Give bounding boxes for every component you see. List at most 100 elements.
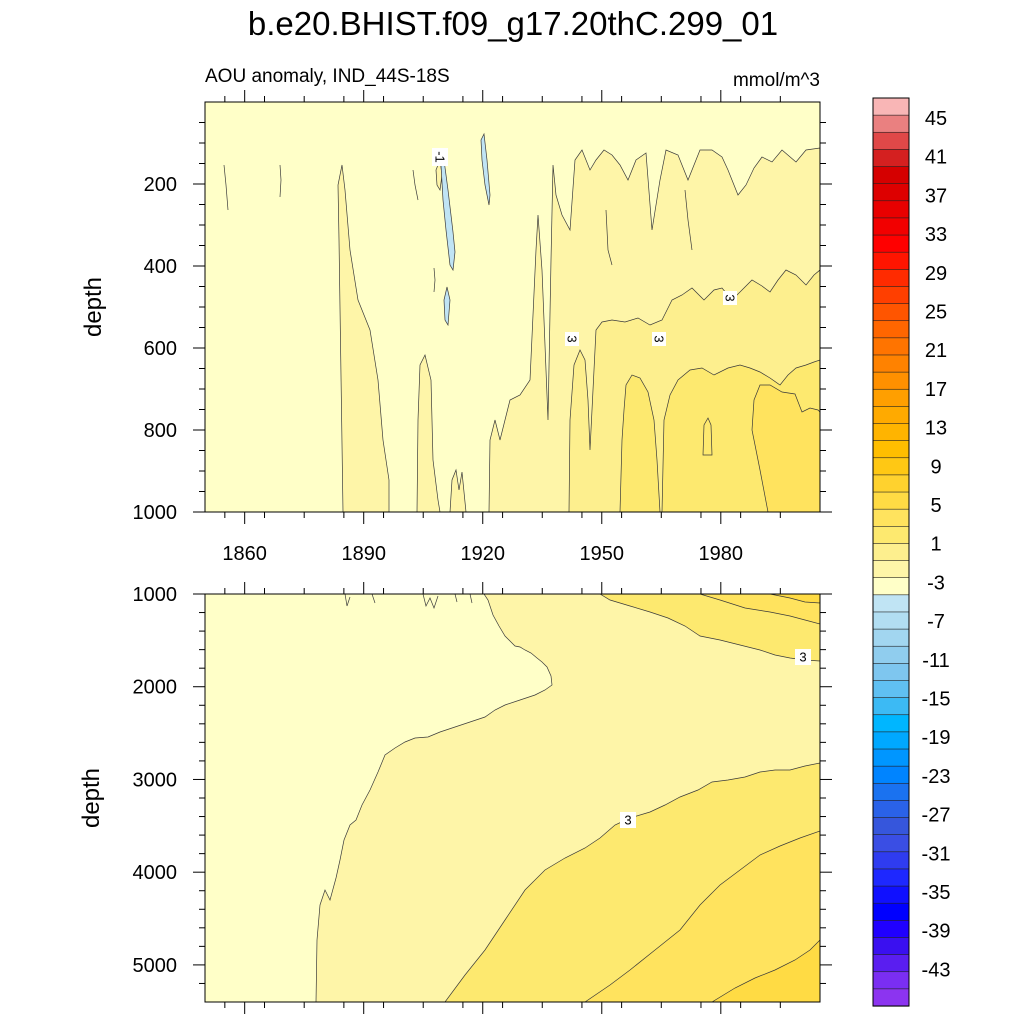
- colorbar-swatch: [872, 748, 910, 767]
- colorbar-swatch: [872, 183, 910, 202]
- y-tick-label: 800: [144, 420, 177, 442]
- colorbar-swatch: [872, 800, 910, 819]
- colorbar-label: -27: [922, 805, 951, 827]
- y-tick-label: 1000: [133, 502, 178, 524]
- lower-contour-field: [205, 594, 820, 1002]
- colorbar-swatch: [872, 251, 910, 270]
- lower-contour-line-top-wiggles: [344, 594, 473, 610]
- upper-panel: 1860 1890 1920 1950 1980 200 400 600 800 1000 -1 …: [80, 90, 832, 565]
- colorbar-swatch: [872, 817, 910, 836]
- colorbar-label: -15: [922, 689, 951, 711]
- upper-fill-negative-patch-3: [480, 132, 491, 206]
- colorbar-label: 13: [925, 418, 947, 440]
- contour-label: 3: [799, 650, 806, 665]
- colorbar-swatch: [872, 303, 910, 322]
- colorbar-swatch: [872, 971, 910, 990]
- colorbar-swatch: [872, 560, 910, 579]
- colorbar-swatch: [872, 200, 910, 219]
- colorbar-swatch: [872, 149, 910, 168]
- colorbar-swatch: [872, 937, 910, 956]
- y-tick-label: 600: [144, 338, 177, 360]
- colorbar-label: 33: [925, 224, 947, 246]
- colorbar-swatch: [872, 508, 910, 527]
- colorbar-swatch: [872, 269, 910, 288]
- x-tick-label: 1980: [699, 543, 744, 565]
- x-tick-label: 1950: [580, 543, 625, 565]
- colorbar-label: 17: [925, 379, 947, 401]
- colorbar-swatch: [872, 765, 910, 784]
- colorbar-swatch: [872, 131, 910, 150]
- colorbar-label: -19: [922, 727, 951, 749]
- colorbar-swatch: [872, 697, 910, 716]
- colorbar-label: -3: [927, 572, 945, 594]
- colorbar-swatch: [872, 166, 910, 185]
- y-tick-label: 2000: [133, 677, 178, 699]
- colorbar-swatch: [872, 440, 910, 459]
- colorbar-swatch: [872, 406, 910, 425]
- y-tick-label: 4000: [133, 862, 178, 884]
- colorbar-swatch: [872, 320, 910, 339]
- y-tick-label: 1000: [133, 584, 178, 606]
- colorbar-label: -23: [922, 766, 951, 788]
- colorbar-swatch: [872, 988, 910, 1007]
- units-label: mmol/m^3: [733, 70, 820, 91]
- lower-contour-labels: 3 3: [620, 649, 811, 828]
- lower-y-axis-label: depth: [78, 768, 105, 828]
- colorbar-swatch: [872, 354, 910, 373]
- colorbar-swatch: [872, 645, 910, 664]
- colorbar-swatch: [872, 371, 910, 390]
- contour-label: 3: [723, 294, 738, 301]
- colorbar-label: -7: [927, 611, 945, 633]
- colorbar-swatch: [872, 902, 910, 921]
- colorbar-swatch: [872, 114, 910, 133]
- upper-contour-line-4: [412, 169, 419, 201]
- lower-panel: 1000 2000 3000 4000 5000 3 3 depth: [78, 582, 832, 1014]
- colorbar-swatch: [872, 834, 910, 853]
- colorbar-swatch: [872, 714, 910, 733]
- colorbar-label: 25: [925, 302, 947, 324]
- colorbar-swatch: [872, 97, 910, 116]
- upper-contour-line-5: [605, 209, 613, 266]
- colorbar-label: -11: [922, 650, 949, 672]
- colorbar-label: -31: [922, 843, 951, 865]
- colorbar-swatch: [872, 423, 910, 442]
- upper-contour-line-3: [433, 267, 436, 293]
- upper-contour-line-2: [279, 164, 282, 198]
- colorbar-label: -43: [922, 959, 951, 981]
- y-tick-label: 400: [144, 256, 177, 278]
- panel-subtitle-left: AOU anomaly, IND_44S-18S: [205, 66, 450, 87]
- contour-label: 3: [652, 335, 667, 342]
- upper-fill-band-1-3-streak-b: [416, 353, 441, 512]
- contour-label: 3: [565, 335, 580, 342]
- upper-fill-band-1-3-streak-a: [337, 164, 390, 512]
- colorbar-swatch: [872, 234, 910, 253]
- colorbar-frame: [872, 97, 910, 1007]
- colorbar-label: 45: [925, 108, 947, 130]
- upper-contour-line-6: [684, 189, 693, 251]
- upper-contour-line-1: [223, 164, 229, 211]
- y-tick-label: 3000: [133, 769, 178, 791]
- colorbar-swatch: [872, 851, 910, 870]
- colorbar-label: 21: [925, 340, 947, 362]
- upper-fill-negative-patch-2: [443, 286, 451, 327]
- lower-fill-band-5-7: [584, 594, 820, 1002]
- upper-axis-ticks: 1860 1890 1920 1950 1980 200 400 600 800 1000: [133, 90, 832, 565]
- colorbar-swatch: [872, 543, 910, 562]
- upper-fill-negative-patch-1: [440, 158, 456, 272]
- y-tick-label: 5000: [133, 955, 178, 977]
- contour-label: -1: [433, 151, 448, 163]
- colorbar-label: -39: [922, 921, 951, 943]
- colorbar-label: 41: [925, 147, 947, 169]
- upper-fill-band-5-7-streak: [702, 417, 713, 456]
- upper-contour-labels: -1 3 3 3: [432, 148, 738, 346]
- x-tick-label: 1920: [460, 543, 505, 565]
- y-tick-label: 200: [144, 174, 177, 196]
- colorbar-swatch: [872, 731, 910, 750]
- colorbar-label: 29: [925, 263, 947, 285]
- colorbar-label: 1: [930, 534, 941, 556]
- upper-fill-band-1-3-streak-c: [449, 468, 467, 512]
- colorbar-swatch: [872, 577, 910, 596]
- upper-contour-field: [205, 102, 820, 512]
- colorbar-swatch: [872, 217, 910, 236]
